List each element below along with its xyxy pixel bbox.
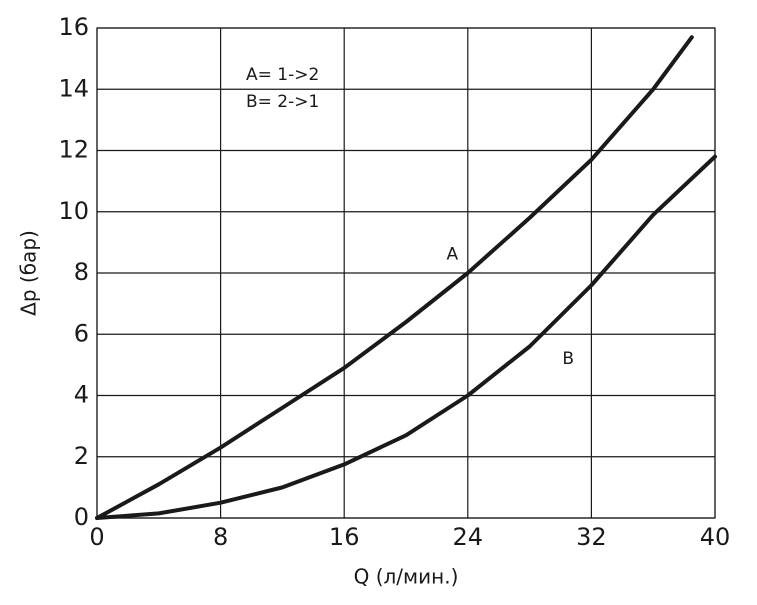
y-tick-label: 2 [74,442,89,470]
annotation: A= 1->2 [246,65,319,85]
curve-label: A [447,245,459,265]
y-tick-label: 12 [58,136,89,164]
x-tick-label: 16 [329,523,360,551]
curve-label: B [562,349,574,369]
y-tick-label: 4 [74,381,89,409]
x-tick-label: 32 [576,523,607,551]
x-tick-label: 24 [453,523,484,551]
y-tick-label: 10 [58,197,89,225]
y-tick-label: 6 [74,319,89,347]
x-tick-label: 8 [213,523,228,551]
annotation: B= 2->1 [246,92,319,112]
x-axis-title: Q (л/мин.) [354,565,459,589]
line-b [95,154,717,520]
y-tick-label: 0 [74,503,89,531]
y-axis-title: Δp (бар) [17,230,41,316]
x-tick-label: 0 [89,523,104,551]
y-tick-label: 16 [58,13,89,41]
x-tick-label: 40 [700,523,731,551]
y-tick-label: 14 [58,74,89,102]
line-a [95,35,694,520]
plot-frame [96,27,716,519]
y-tick-label: 8 [74,258,89,286]
